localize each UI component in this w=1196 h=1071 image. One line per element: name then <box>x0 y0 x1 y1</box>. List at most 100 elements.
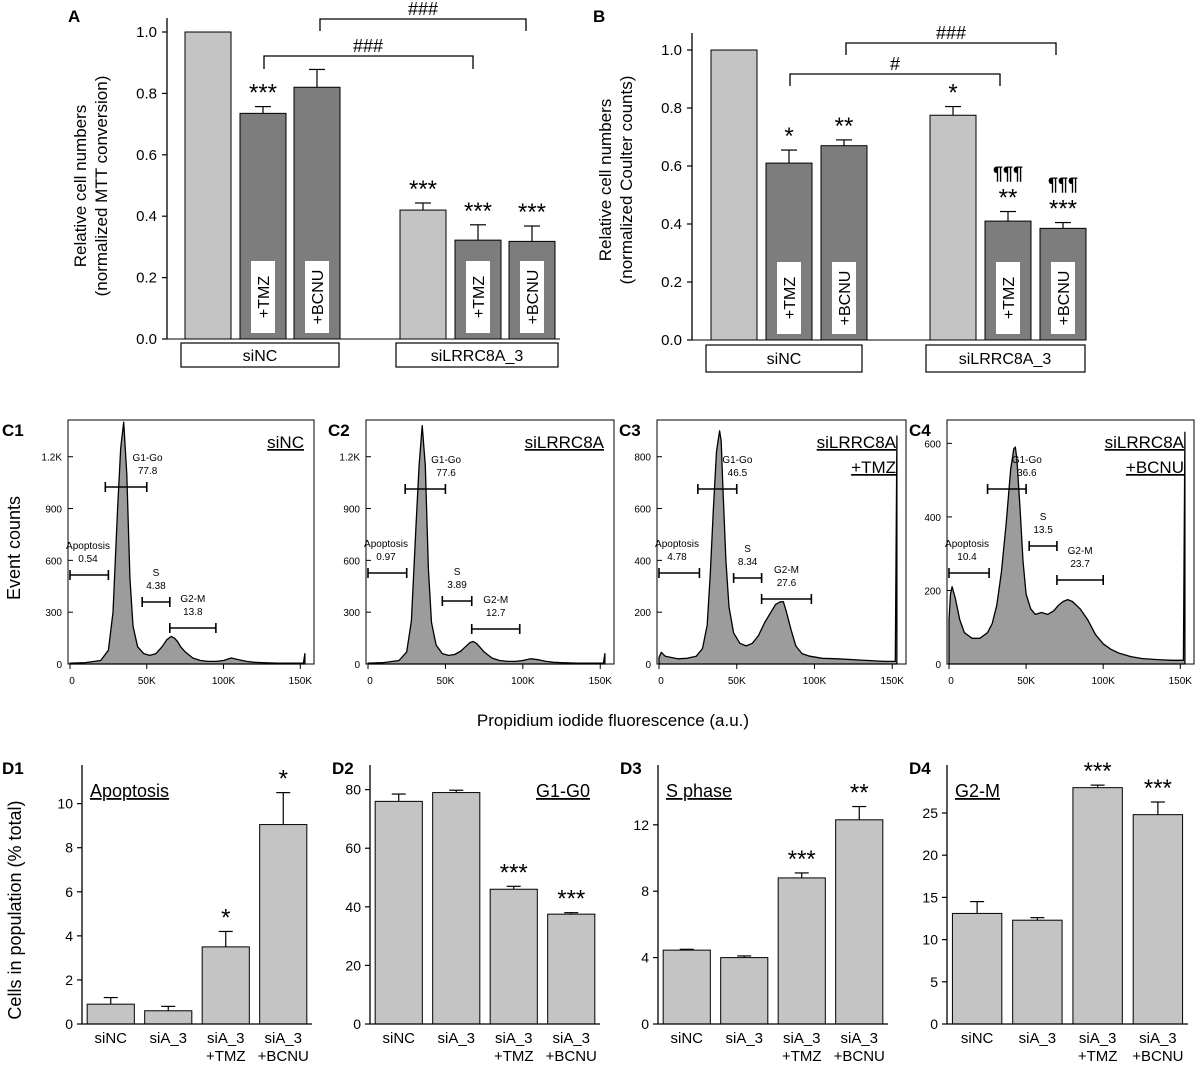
panel-b-sig: *** <box>1049 196 1077 223</box>
panel-a-group-box-2: siLRRC8A_3 <box>395 342 559 368</box>
panel-a-treatment-box <box>520 261 544 333</box>
histogram-xtick-label: 100K <box>1092 676 1116 687</box>
category-label: siA_3 <box>552 1030 590 1047</box>
panel-b-group-label-2: siLRRC8A_3 <box>959 351 1052 368</box>
histogram-xtick-label: 150K <box>1169 676 1193 687</box>
panel-b-ytick-label: 0.0 <box>661 332 682 349</box>
sig-marker: *** <box>1144 775 1172 802</box>
bar-chart-title: G2-M <box>955 781 1000 801</box>
category-label: siA_3 <box>149 1030 187 1047</box>
ytick-label: 0 <box>641 1016 649 1032</box>
bar <box>1012 919 1063 1025</box>
panel-b-ytick-label: 0.6 <box>661 158 682 175</box>
panel-b-sig2: ¶¶¶ <box>1048 175 1078 195</box>
panel-b-treatment-label: +BCNU <box>1056 271 1073 326</box>
panel-a-ytick-label: 0.4 <box>136 208 157 225</box>
histogram-ytick-label: 400 <box>634 556 651 567</box>
histogram-ytick-label: 800 <box>634 453 651 464</box>
ytick-label: 80 <box>345 782 361 798</box>
gate-s-value: 13.5 <box>1033 525 1053 536</box>
ytick-label: 40 <box>345 899 361 915</box>
panel-d-letter: D1 <box>2 759 24 778</box>
histogram-xtick-label: 50K <box>437 676 455 687</box>
histogram-frame <box>365 419 615 665</box>
panel-c-letter: C2 <box>328 421 350 440</box>
histogram-2: C2 siLRRC8A 0 300 600 900 1.2K 0 50K 100K 150K Apop… <box>328 419 615 687</box>
bar <box>662 949 711 1025</box>
histogram-xtick-label: 0 <box>658 676 664 687</box>
panel-b-treatment-label: +TMZ <box>1001 277 1018 319</box>
histogram-ytick-label: 600 <box>924 439 941 450</box>
category-label: siA_3 <box>1079 1030 1117 1047</box>
panel-b-letter: B <box>593 7 605 26</box>
histogram-4: C4 siLRRC8A +BCNU 0 200 400 600 0 50K 100K 150K Apo… <box>909 419 1195 687</box>
histogram-ytick-label: 0 <box>56 660 62 671</box>
panel-b-ytick-label: 0.4 <box>661 216 682 233</box>
histogram-title: siLRRC8A <box>525 433 605 452</box>
ytick-label: 5 <box>930 974 938 990</box>
panel-d-letter: D4 <box>909 759 931 778</box>
ytick-label: 8 <box>65 840 73 856</box>
histogram-ytick-label: 0 <box>354 660 360 671</box>
ytick-label: 0 <box>353 1016 361 1032</box>
panel-d-ylabel: Cells in population (% total) <box>5 800 25 1019</box>
ytick-label: 25 <box>922 805 938 821</box>
panel-a-treatment-label: +BCNU <box>525 270 542 325</box>
sig-marker: *** <box>788 846 816 873</box>
ytick-label: 20 <box>922 847 938 863</box>
panel-b-group-label-1: siNC <box>767 351 802 368</box>
category-label: siA_3 <box>437 1030 475 1047</box>
gate-g2m-value: 27.6 <box>777 578 797 589</box>
panel-a-ytick-label: 0.0 <box>136 331 157 348</box>
category-label: siA_3 <box>1019 1030 1057 1047</box>
panel-b-sig2: ¶¶¶ <box>993 164 1023 184</box>
histogram-area <box>948 431 1186 665</box>
panel-b-ylabel-line2: (normalized Coulter counts) <box>617 76 636 285</box>
gate-s-value: 4.38 <box>146 581 166 592</box>
panel-c-histograms: C1 siNC 0 300 600 900 1.2K 0 50K 100K 150K Apoptosi… <box>2 419 1195 687</box>
histogram-xtick-label: 50K <box>1017 676 1035 687</box>
histogram-area <box>367 424 606 665</box>
panel-a: A Relative cell numbers (normalized MTT … <box>68 0 560 368</box>
gate-apoptosis-value: 0.97 <box>376 552 396 563</box>
panel-a-group-box-1: siNC <box>180 342 340 368</box>
bar <box>489 888 538 1025</box>
panel-a-sig: *** <box>409 176 437 203</box>
panel-a-bar <box>399 209 447 340</box>
panel-b-treatment-label: +TMZ <box>782 277 799 319</box>
bar <box>777 877 826 1025</box>
bar <box>201 946 250 1025</box>
gate-s-value: 8.34 <box>738 557 758 568</box>
panel-c-letter: C3 <box>619 421 641 440</box>
gate-g1-label: G1-Go <box>431 455 461 466</box>
category-label: siNC <box>383 1030 416 1047</box>
sig-marker: * <box>221 904 230 931</box>
histogram-title: siNC <box>267 433 304 452</box>
panel-b-bars: *+TMZ**+BCNU***¶¶¶+TMZ***¶¶¶+BCNU <box>710 49 1087 341</box>
gate-apoptosis-label: Apoptosis <box>945 539 989 550</box>
category-label-2: +BCNU <box>258 1048 309 1065</box>
bar-chart-title: S phase <box>666 781 732 801</box>
histogram-ytick-label: 600 <box>45 556 62 567</box>
ytick-label: 10 <box>922 932 938 948</box>
histogram-xtick-label: 100K <box>212 676 236 687</box>
panel-a-treatment-label: +TMZ <box>256 276 273 318</box>
panel-b-sig: * <box>948 80 957 107</box>
panel-b-bracket-low: # <box>789 54 1001 86</box>
histogram-title-2: +TMZ <box>851 458 896 477</box>
category-label-2: +TMZ <box>1078 1048 1118 1065</box>
histogram-3: C3 siLRRC8A +TMZ 0 200 400 600 800 0 50K 100K 150K A… <box>619 419 907 687</box>
panel-b: B Relative cell numbers (normalized Coul… <box>593 7 1087 373</box>
gate-s-value: 3.89 <box>447 580 467 591</box>
histogram-xtick-label: 0 <box>69 676 75 687</box>
panel-b-y-ticks: 0.0 0.2 0.4 0.6 0.8 1.0 <box>661 42 692 349</box>
panel-b-bar <box>710 49 758 341</box>
ytick-label: 10 <box>57 796 73 812</box>
gate-g2m-value: 12.7 <box>486 608 506 619</box>
panel-a-bracket-top: ### <box>319 0 527 31</box>
ytick-label: 4 <box>641 950 649 966</box>
histogram-ytick-label: 0 <box>935 660 941 671</box>
